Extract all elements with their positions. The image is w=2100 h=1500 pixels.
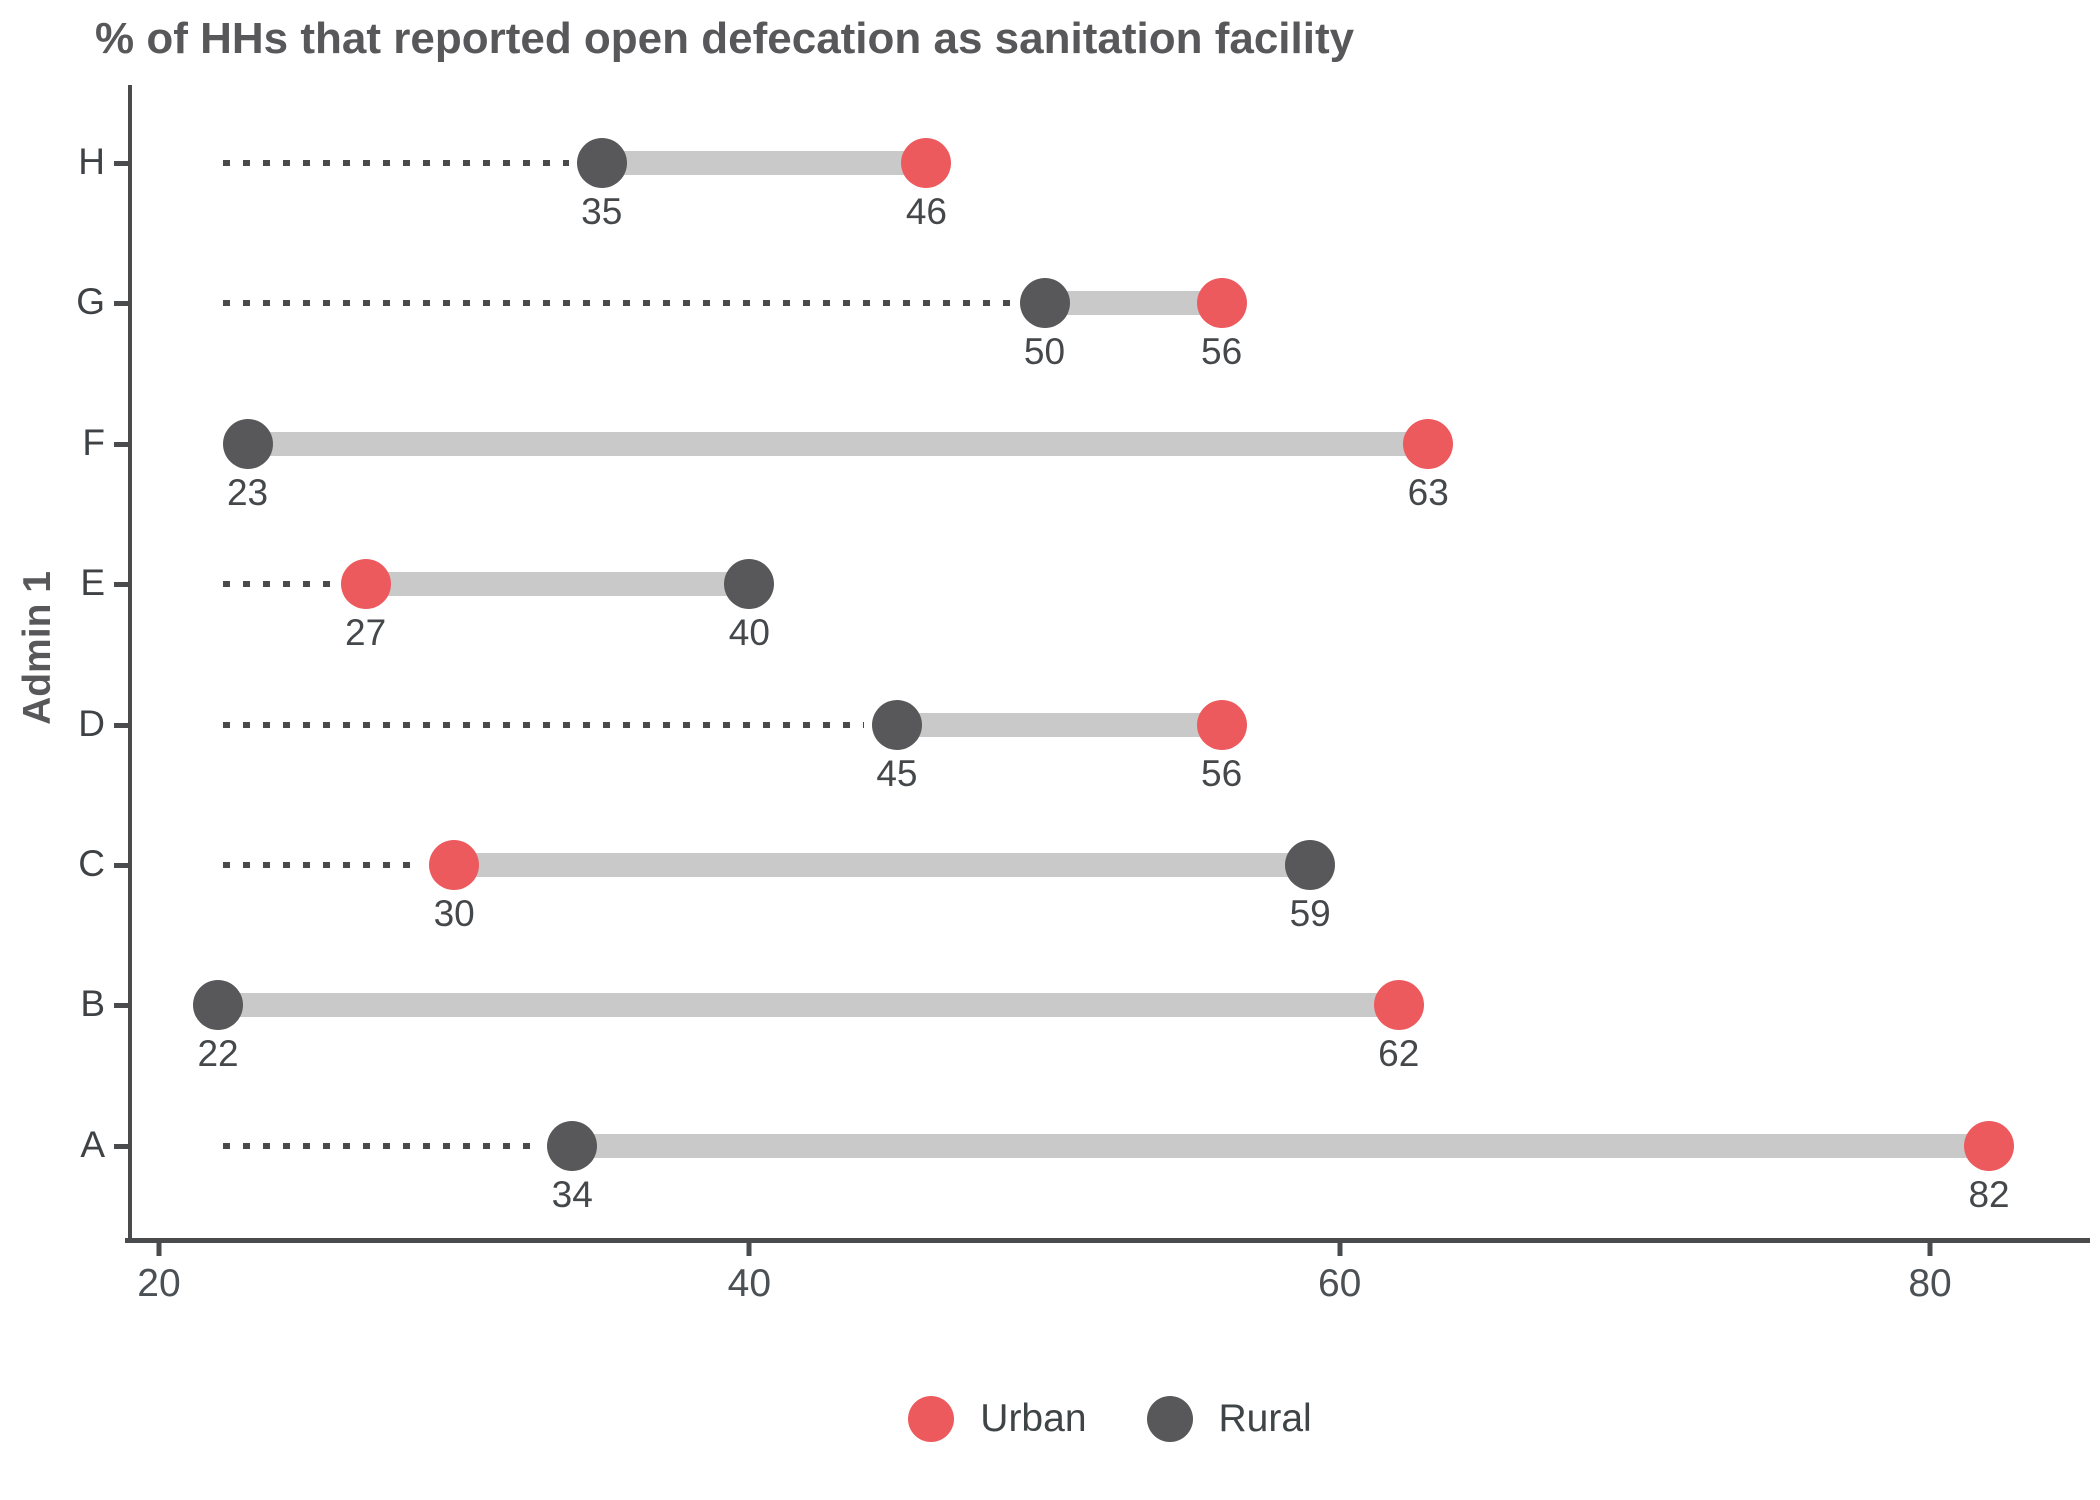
leader-dotted-line bbox=[223, 300, 1012, 307]
connector-bar bbox=[218, 993, 1399, 1018]
urban-dot bbox=[1196, 699, 1247, 750]
category-label: H bbox=[78, 141, 105, 182]
category-tick bbox=[114, 1143, 128, 1149]
y-axis-line bbox=[128, 85, 132, 1243]
leader-dotted-line bbox=[223, 581, 333, 588]
category-tick bbox=[114, 161, 128, 166]
x-tick-label: 60 bbox=[1317, 1262, 1362, 1305]
connector-bar bbox=[572, 1133, 1990, 1158]
leader-dotted-line bbox=[223, 862, 422, 868]
x-tick bbox=[1337, 1243, 1343, 1256]
rural-value-label: 35 bbox=[581, 191, 623, 232]
rural-value-label: 40 bbox=[728, 612, 770, 654]
category-tick bbox=[114, 301, 128, 307]
leader-dotted-line bbox=[223, 1142, 540, 1149]
urban-dot bbox=[901, 138, 952, 188]
rural-dot bbox=[547, 1120, 598, 1171]
urban-value-label: 56 bbox=[1201, 752, 1243, 794]
x-tick bbox=[156, 1243, 162, 1256]
legend-label-urban: Urban bbox=[980, 1397, 1087, 1440]
legend: Urban Rural bbox=[130, 1396, 2090, 1442]
legend-label-rural: Rural bbox=[1218, 1397, 1312, 1440]
category-tick bbox=[114, 441, 128, 447]
rural-dot bbox=[1019, 278, 1070, 329]
rural-dot bbox=[193, 980, 244, 1031]
urban-value-label: 62 bbox=[1378, 1033, 1420, 1075]
category-label: A bbox=[80, 1123, 105, 1165]
chart-title: % of HHs that reported open defecation a… bbox=[95, 14, 1355, 63]
x-tick bbox=[1927, 1243, 1933, 1256]
category-label: B bbox=[80, 983, 105, 1025]
urban-value-label: 56 bbox=[1201, 331, 1243, 373]
connector-bar bbox=[365, 572, 750, 597]
rural-dot bbox=[1285, 840, 1336, 890]
category-tick bbox=[114, 582, 128, 588]
x-tick bbox=[746, 1243, 752, 1256]
urban-dot bbox=[1196, 278, 1247, 329]
rural-value-label: 23 bbox=[226, 471, 269, 513]
legend-item-rural: Rural bbox=[1146, 1396, 1312, 1442]
category-label: E bbox=[80, 562, 105, 604]
rural-value-label: 59 bbox=[1289, 893, 1331, 934]
urban-dot bbox=[340, 559, 391, 610]
urban-dot bbox=[1964, 1120, 2015, 1171]
legend-item-urban: Urban bbox=[908, 1396, 1087, 1442]
leader-dotted-line bbox=[223, 721, 864, 728]
category-tick bbox=[114, 863, 128, 868]
rural-value-label: 22 bbox=[197, 1033, 239, 1075]
rural-dot bbox=[576, 138, 627, 188]
connector-bar bbox=[247, 431, 1429, 456]
rural-value-label: 50 bbox=[1023, 331, 1066, 373]
category-label: F bbox=[82, 421, 105, 463]
urban-value-label: 27 bbox=[345, 612, 387, 654]
connector-bar bbox=[1044, 291, 1222, 316]
category-label: G bbox=[76, 281, 105, 323]
category-label: D bbox=[78, 702, 105, 744]
rural-dot bbox=[871, 699, 922, 750]
x-tick-label: 20 bbox=[137, 1262, 181, 1305]
rural-dot bbox=[724, 559, 775, 610]
x-tick-label: 80 bbox=[1908, 1262, 1952, 1305]
urban-dot bbox=[1403, 418, 1454, 469]
urban-dot bbox=[429, 840, 480, 890]
category-tick bbox=[114, 1003, 128, 1009]
urban-dot bbox=[1373, 980, 1424, 1031]
urban-value-label: 63 bbox=[1407, 471, 1449, 513]
connector-bar bbox=[601, 151, 927, 175]
category-label: C bbox=[78, 843, 105, 884]
rural-value-label: 34 bbox=[551, 1173, 593, 1215]
x-axis-line bbox=[125, 1238, 2090, 1243]
rural-dot bbox=[222, 418, 273, 469]
urban-legend-dot-icon bbox=[908, 1396, 955, 1442]
leader-dotted-line bbox=[223, 160, 569, 166]
urban-value-label: 30 bbox=[433, 893, 475, 934]
connector-bar bbox=[896, 712, 1222, 737]
urban-value-label: 46 bbox=[905, 191, 948, 232]
x-tick-label: 40 bbox=[727, 1262, 772, 1305]
connector-bar bbox=[454, 853, 1311, 877]
plot-area: H 35 46 G 50 56 F 23 63 E 40 27 D 45 56 C 59 30 B 22 62 A 34 82 bbox=[76, 85, 2090, 1240]
rural-legend-dot-icon bbox=[1146, 1396, 1193, 1442]
category-tick bbox=[114, 722, 128, 728]
urban-value-label: 82 bbox=[1968, 1173, 2010, 1215]
rural-value-label: 45 bbox=[876, 752, 918, 794]
